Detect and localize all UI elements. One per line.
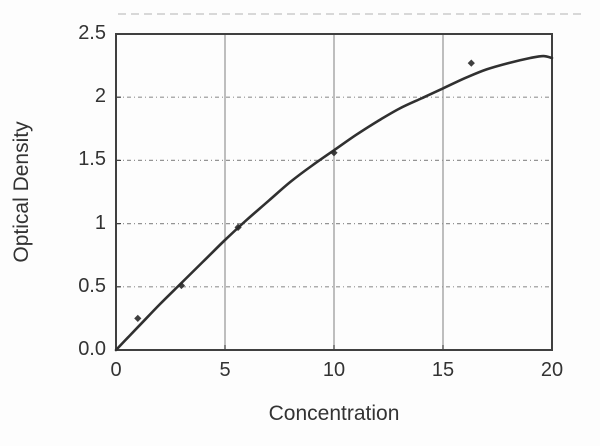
data-point-marker <box>330 149 338 157</box>
y-tick-label: 2 <box>94 85 106 108</box>
y-tick-label: 0.5 <box>78 274 106 297</box>
x-tick-label: 10 <box>322 359 346 381</box>
x-tick-label: 15 <box>431 359 455 381</box>
data-point-marker <box>134 314 142 322</box>
x-axis-title: Concentration <box>268 402 400 425</box>
fit-curve <box>114 54 554 352</box>
x-tick-label: 0 <box>110 359 122 381</box>
y-tick-label: 2.5 <box>78 22 106 44</box>
x-tick-label: 5 <box>219 359 231 381</box>
x-tick-label: 20 <box>540 359 564 381</box>
data-point-marker <box>467 59 475 67</box>
y-tick-label: 1.5 <box>78 148 106 171</box>
data-point-marker <box>177 281 185 290</box>
data-point-marker <box>234 223 242 231</box>
y-axis-title: Optical Density <box>10 121 33 263</box>
y-tick-label: 0.0 <box>78 338 106 360</box>
y-tick-label: 1 <box>94 211 106 234</box>
